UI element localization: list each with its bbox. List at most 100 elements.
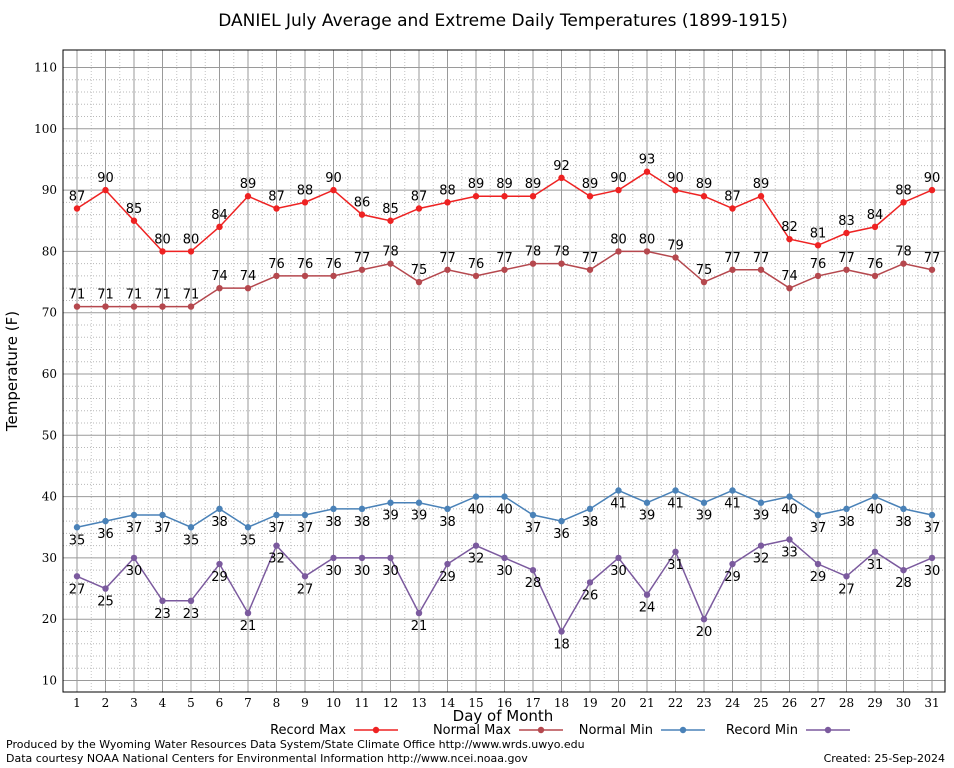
data-point-record-max	[757, 193, 765, 200]
data-label-record-max: 87	[268, 189, 285, 204]
data-label-record-min: 29	[439, 570, 456, 585]
x-tick-label: 10	[326, 696, 341, 710]
data-point-record-min	[330, 554, 337, 562]
data-point-record-max	[928, 186, 936, 194]
data-label-normal-max: 71	[126, 288, 143, 303]
data-label-normal-max: 76	[297, 257, 314, 272]
legend-marker-record-min	[824, 726, 832, 734]
data-point-normal-max	[643, 248, 651, 255]
data-point-record-max	[871, 223, 879, 231]
data-point-record-min	[786, 536, 793, 543]
data-point-record-min	[187, 597, 195, 605]
data-point-record-min	[729, 560, 736, 568]
footer-credit: Produced by the Wyoming Water Resources …	[6, 738, 585, 751]
data-point-normal-min	[472, 493, 480, 500]
data-label-record-min: 18	[553, 637, 570, 652]
data-label-normal-max: 77	[924, 251, 941, 266]
data-label-record-min: 28	[525, 576, 542, 591]
data-label-normal-min: 40	[496, 503, 513, 518]
data-point-record-max	[672, 186, 679, 194]
data-point-normal-max	[244, 284, 252, 292]
x-tick-label: 5	[187, 696, 195, 710]
grid	[63, 50, 945, 692]
data-label-record-min: 30	[610, 564, 627, 579]
data-point-normal-min	[814, 511, 822, 519]
data-label-normal-min: 39	[696, 509, 713, 524]
x-tick-label: 16	[497, 696, 512, 710]
data-point-record-min	[501, 554, 508, 562]
x-tick-label: 24	[725, 696, 741, 710]
x-tick-label: 8	[273, 696, 281, 710]
data-point-normal-min	[130, 511, 138, 519]
data-label-record-max: 89	[240, 177, 257, 192]
data-point-normal-min	[415, 499, 423, 506]
data-point-record-min	[643, 591, 651, 598]
x-tick-label: 18	[554, 696, 569, 710]
y-axis-label: Temperature (F)	[3, 311, 21, 432]
x-tick-label: 14	[440, 696, 456, 710]
data-point-normal-max	[615, 248, 622, 255]
data-point-record-min	[900, 566, 907, 574]
data-label-normal-min: 40	[468, 503, 485, 518]
data-label-normal-max: 75	[696, 263, 713, 278]
data-point-record-min	[358, 554, 366, 562]
data-point-normal-max	[216, 284, 223, 292]
data-point-normal-min	[786, 493, 793, 500]
x-tick-label: 3	[130, 696, 138, 710]
legend-label-normal-min: Normal Min	[579, 723, 653, 738]
data-point-record-min	[871, 548, 879, 555]
legend-marker-record-max	[372, 726, 380, 734]
data-label-record-min: 21	[411, 619, 428, 634]
data-label-record-min: 28	[895, 576, 912, 591]
data-label-normal-min: 40	[781, 503, 798, 518]
x-tick-label: 25	[753, 696, 768, 710]
data-point-normal-max	[358, 266, 366, 273]
footer-data-source: Data courtesy NOAA National Centers for …	[6, 752, 528, 765]
data-label-record-min: 31	[667, 558, 684, 573]
data-label-normal-min: 37	[924, 521, 941, 536]
legend-label-normal-max: Normal Max	[433, 723, 511, 738]
data-point-record-min	[130, 554, 138, 562]
data-label-record-min: 30	[382, 564, 399, 579]
y-tick-label: 80	[42, 244, 57, 258]
x-tick-label: 28	[839, 696, 854, 710]
legend: Record Max Normal Max Normal Min Record Min	[270, 723, 850, 738]
data-point-record-max	[843, 229, 850, 237]
data-point-normal-min	[501, 493, 508, 500]
data-point-record-min	[615, 554, 622, 562]
data-point-record-max	[244, 193, 252, 200]
data-label-record-min: 33	[781, 546, 798, 561]
x-tick-label: 21	[639, 696, 654, 710]
x-tick-label: 13	[411, 696, 426, 710]
data-point-normal-max	[843, 266, 850, 273]
data-point-record-min	[444, 560, 451, 568]
data-label-record-max: 89	[496, 177, 513, 192]
x-tick-label: 4	[159, 696, 167, 710]
data-point-normal-min	[301, 511, 309, 519]
x-tick-label: 7	[244, 696, 252, 710]
data-point-normal-max	[472, 272, 480, 280]
data-label-normal-min: 38	[211, 515, 228, 530]
data-point-record-max	[786, 235, 793, 243]
data-label-normal-min: 41	[610, 496, 627, 511]
data-label-record-max: 90	[610, 171, 627, 186]
data-label-normal-max: 77	[838, 251, 855, 266]
data-label-record-max: 80	[183, 232, 200, 247]
data-point-record-min	[558, 628, 565, 635]
y-tick-label: 100	[34, 122, 57, 136]
data-label-normal-min: 38	[325, 515, 342, 530]
data-label-normal-max: 77	[439, 251, 456, 266]
data-label-normal-max: 74	[240, 269, 257, 284]
data-label-normal-min: 35	[69, 533, 86, 548]
x-tick-label: 27	[810, 696, 825, 710]
data-label-record-max: 87	[411, 189, 428, 204]
data-label-normal-max: 74	[211, 269, 228, 284]
data-point-record-min	[273, 542, 280, 549]
data-label-normal-max: 76	[867, 257, 884, 272]
data-label-normal-max: 74	[781, 269, 798, 284]
data-label-record-min: 20	[696, 625, 713, 640]
data-point-record-min	[387, 554, 394, 562]
footer-created-date: Created: 25-Sep-2024	[824, 752, 945, 765]
data-point-record-max	[615, 186, 622, 194]
y-tick-label: 110	[34, 61, 57, 75]
